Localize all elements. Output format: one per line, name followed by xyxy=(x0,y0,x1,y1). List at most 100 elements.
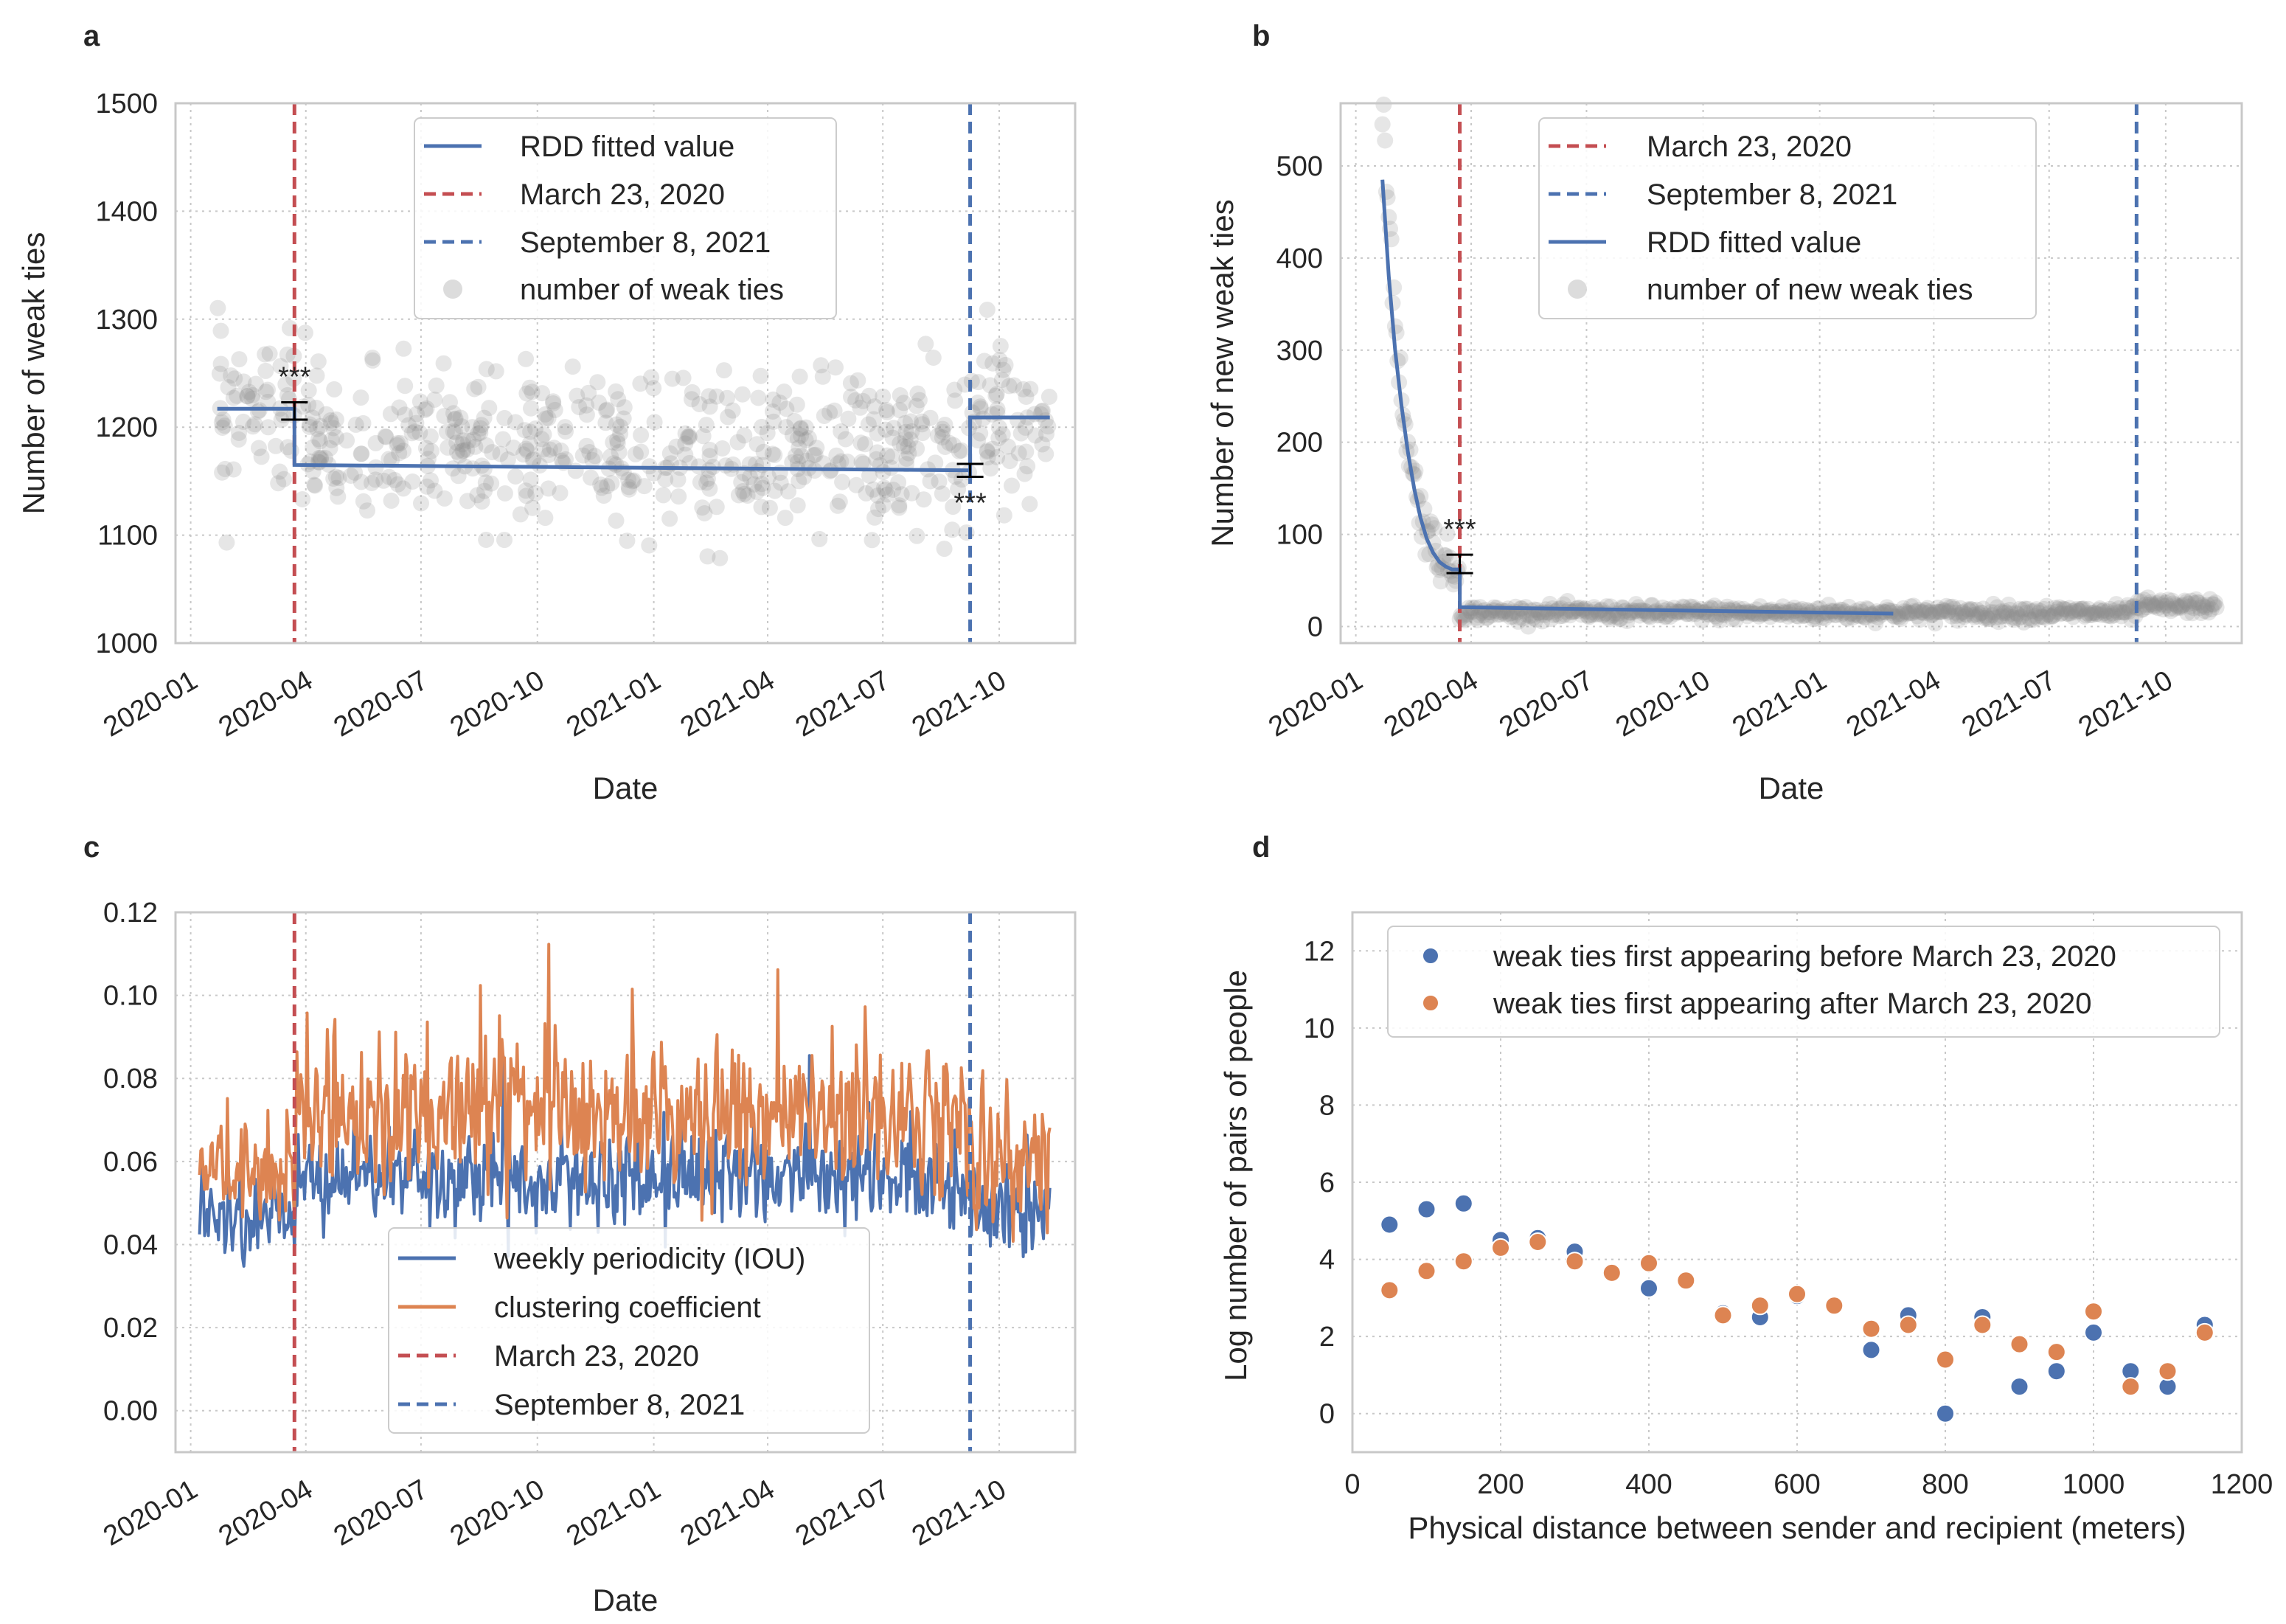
scatter-point xyxy=(408,414,425,431)
scatter-point xyxy=(1919,600,1936,617)
scatter-point xyxy=(984,355,1001,372)
scatter-point xyxy=(850,372,866,389)
scatter-point xyxy=(1947,604,1964,621)
y-tick-label: 100 xyxy=(1276,520,1323,551)
scatter-point xyxy=(1929,600,1946,616)
scatter-point xyxy=(347,416,364,433)
scatter-point xyxy=(2142,594,2159,611)
scatter-point xyxy=(2158,597,2175,614)
scatter-point xyxy=(853,454,870,471)
scatter-point xyxy=(940,434,957,451)
scatter-point xyxy=(2053,605,2070,622)
scatter-point xyxy=(569,387,586,404)
scatter-point xyxy=(2146,598,2163,615)
scatter-point xyxy=(470,378,487,395)
scatter-point xyxy=(695,428,712,445)
scatter-point xyxy=(2024,611,2041,628)
scatter-point xyxy=(958,524,975,541)
data-point-orange xyxy=(1380,1280,1400,1300)
scatter-point xyxy=(861,387,878,404)
y-tick-label: 0.04 xyxy=(103,1229,158,1260)
scatter-point xyxy=(537,406,554,423)
scatter-point xyxy=(1995,605,2012,622)
scatter-point xyxy=(436,490,453,507)
scatter-point xyxy=(2038,597,2055,614)
scatter-point xyxy=(736,427,753,444)
scatter-point xyxy=(661,445,678,462)
scatter-point xyxy=(1959,607,1975,623)
scatter-point xyxy=(1451,611,1468,628)
y-tick-label: 200 xyxy=(1276,428,1323,459)
x-tick-label: 1000 xyxy=(2063,1469,2125,1500)
scatter-point xyxy=(1914,603,1931,620)
scatter-point xyxy=(524,384,541,400)
scatter-point xyxy=(1018,389,1035,405)
scatter-point xyxy=(997,356,1014,373)
scatter-point xyxy=(753,476,770,493)
scatter-point xyxy=(805,447,822,464)
scatter-point xyxy=(909,440,925,457)
data-point-blue xyxy=(1936,1403,1955,1423)
scatter-point xyxy=(342,468,359,484)
scatter-point xyxy=(367,434,384,451)
scatter-point xyxy=(1918,602,1934,619)
scatter-point xyxy=(2079,605,2096,622)
scatter-point xyxy=(1518,606,1535,623)
scatter-point xyxy=(322,440,338,457)
scatter-point xyxy=(545,393,562,410)
scatter-point xyxy=(633,427,650,443)
scatter-point xyxy=(1910,602,1927,619)
scatter-point xyxy=(496,485,513,502)
scatter-point xyxy=(1936,603,1953,620)
scatter-point xyxy=(1509,613,1526,630)
scatter-point xyxy=(808,440,825,457)
scatter-point xyxy=(1887,603,1904,620)
scatter-point xyxy=(521,435,538,452)
scatter-point xyxy=(422,428,439,445)
scatter-point xyxy=(1933,603,1950,620)
y-tick-label: 0 xyxy=(1307,612,1323,643)
scatter-point xyxy=(1527,611,1544,628)
scatter-point xyxy=(837,431,854,448)
scatter-point xyxy=(527,420,544,437)
scatter-point xyxy=(645,380,662,397)
scatter-point xyxy=(2176,592,2193,609)
scatter-point xyxy=(2085,605,2102,622)
scatter-point xyxy=(869,425,886,442)
scatter-point xyxy=(2067,604,2084,621)
scatter-point xyxy=(692,473,709,490)
scatter-point xyxy=(438,423,455,440)
scatter-point xyxy=(979,302,996,318)
scatter-point xyxy=(594,479,611,496)
scatter-point xyxy=(465,431,482,448)
scatter-point xyxy=(571,399,588,415)
scatter-point xyxy=(972,425,989,442)
scatter-point xyxy=(2060,605,2077,622)
scatter-point xyxy=(2151,594,2168,611)
scatter-point xyxy=(209,299,226,316)
scatter-point xyxy=(325,470,342,487)
scatter-point xyxy=(1894,605,1911,622)
scatter-point xyxy=(239,388,256,405)
scatter-point xyxy=(2026,608,2043,625)
legend-entry: September 8, 2021 xyxy=(520,226,771,259)
data-point-orange xyxy=(1973,1315,1993,1335)
scatter-point xyxy=(843,389,859,405)
scatter-point xyxy=(1903,598,1920,615)
scatter-point xyxy=(359,502,375,519)
scatter-point xyxy=(791,473,807,490)
scatter-point xyxy=(1904,605,1921,622)
scatter-point xyxy=(541,441,558,458)
scatter-point xyxy=(2091,600,2108,617)
scatter-point xyxy=(2155,601,2172,618)
scatter-point xyxy=(1661,608,1678,625)
scatter-point xyxy=(696,505,713,521)
scatter-point xyxy=(2103,608,2119,625)
scatter-point xyxy=(2174,597,2191,614)
scatter-point xyxy=(784,427,801,444)
scatter-point xyxy=(389,435,406,451)
scatter-point xyxy=(2206,594,2223,611)
scatter-point xyxy=(691,396,708,412)
scatter-point xyxy=(279,386,296,403)
scatter-point xyxy=(611,444,628,461)
